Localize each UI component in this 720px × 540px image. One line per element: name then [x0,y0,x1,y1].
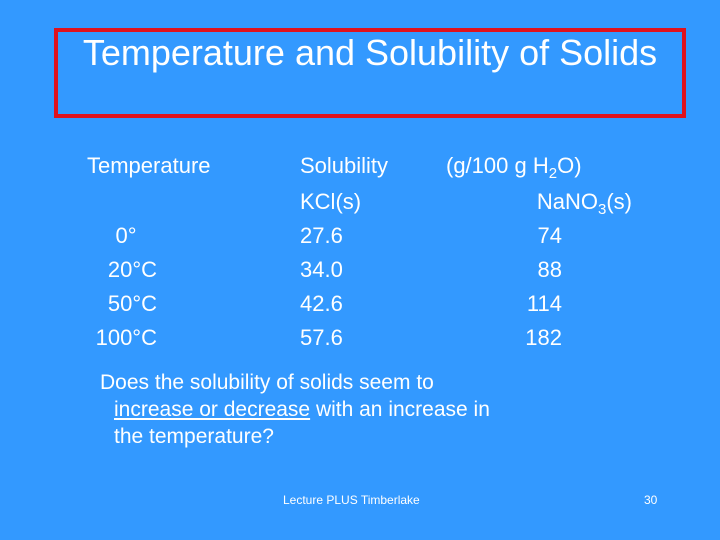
nano3-cell: 182 [525,325,562,350]
temperature-header: Temperature [87,153,211,178]
page-number: 30 [644,493,658,507]
nano3-cell: 88 [537,257,562,282]
title-frame [54,28,686,118]
slide-title: Temperature and Solubility of Solids [82,32,658,73]
underlined-phrase: increase or decrease [114,398,311,421]
kcl-header: KCl(s) [300,189,362,214]
kcl-cell: 42.6 [300,291,343,316]
question-line: the temperature? [114,425,274,448]
nano3-header: NaNO3(s) [536,189,632,218]
temperature-cell: 20°C [107,257,157,282]
question-text: Does the solubility of solids seem to in… [100,369,660,450]
kcl-cell: 57.6 [300,325,343,350]
kcl-cell: 27.6 [300,223,343,248]
footer-source: Lecture PLUS Timberlake [283,493,420,507]
question-line: increase or decrease with an increase in [114,398,490,421]
units-header: (g/100 g H2O) [446,153,582,182]
temperature-cell: 50°C [107,291,157,316]
question-line: Does the solubility of solids seem to [100,371,434,394]
kcl-cell: 34.0 [300,257,343,282]
nano3-cell: 114 [526,291,562,316]
nano3-cell: 74 [537,223,562,248]
temperature-cell: 0° [115,223,137,248]
solubility-header: Solubility [300,153,389,178]
temperature-cell: 100°C [95,325,157,350]
